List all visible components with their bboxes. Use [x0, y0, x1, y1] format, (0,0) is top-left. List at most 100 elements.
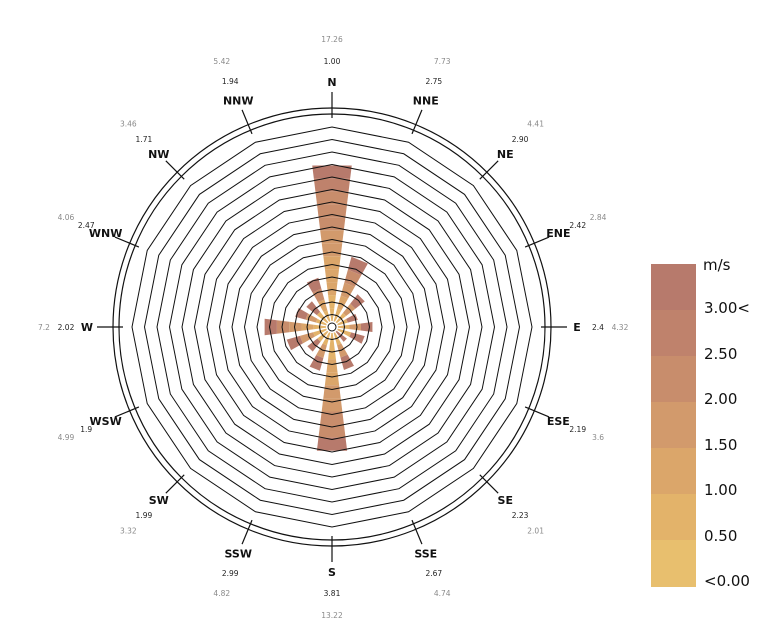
- petal-w-segment: [289, 321, 302, 333]
- direction-label-ssw: SSW: [225, 547, 252, 560]
- petal-se-segment: [335, 330, 347, 342]
- tick-nnw: [241, 109, 253, 135]
- ring-10: [206, 201, 458, 453]
- petal-ese-segment: [337, 328, 352, 337]
- petal-n-segment: [312, 165, 352, 179]
- petal-nnw-segment: [317, 299, 328, 312]
- outer-value-e: 4.32: [612, 323, 629, 332]
- petal-e-segment: [360, 322, 373, 332]
- inner-value-n: 1.00: [324, 57, 341, 66]
- legend-swatch: [651, 356, 696, 403]
- ring-13: [168, 163, 496, 491]
- direction-label-n: N: [327, 76, 336, 89]
- inner-value-nnw: 1.94: [222, 77, 239, 86]
- tick-wnw: [114, 236, 140, 248]
- petal-sse-segment: [337, 343, 348, 358]
- outer-value-se: 2.01: [527, 527, 544, 536]
- petal-s-segment: [318, 424, 346, 438]
- petal-n-segment: [318, 217, 346, 231]
- petal-n-segment: [320, 230, 344, 244]
- inner-value-ene: 2.42: [569, 221, 586, 230]
- ring-12: [181, 176, 483, 478]
- petal-wsw-segment: [313, 328, 327, 337]
- outer-value-w: 7.2: [38, 323, 50, 332]
- ring-6: [256, 251, 408, 403]
- direction-label-s: S: [328, 566, 336, 579]
- inner-value-ese: 2.19: [569, 425, 586, 434]
- outer-value-ne: 4.41: [527, 119, 544, 128]
- legend-label: 2.50: [704, 344, 738, 363]
- outer-value-s: 13.22: [321, 611, 343, 620]
- direction-label-nw: NW: [148, 148, 169, 161]
- petal-ene-segment: [346, 313, 358, 323]
- petal-ene-segment: [337, 318, 348, 326]
- petal-nne-segment: [333, 308, 342, 322]
- ring-5: [268, 263, 396, 391]
- petal-wsw-segment: [299, 332, 315, 344]
- direction-label-nnw: NNW: [223, 95, 254, 108]
- petal-ssw-segment: [322, 332, 331, 346]
- inner-value-ne: 2.90: [512, 135, 529, 144]
- petal-nw-segment: [316, 311, 329, 324]
- inner-value-sw: 1.99: [136, 511, 153, 520]
- inner-value-nw: 1.71: [136, 135, 153, 144]
- petal-nne-segment: [340, 282, 355, 299]
- legend-swatch: [651, 402, 696, 449]
- inner-value-e: 2.4: [592, 323, 604, 332]
- petal-s-segment: [328, 346, 336, 360]
- legend-swatch: [651, 310, 696, 357]
- petal-n-segment: [316, 204, 348, 218]
- petal-ne-segment: [350, 294, 365, 309]
- inner-value-sse: 2.67: [425, 569, 442, 578]
- petal-e-segment: [349, 323, 361, 331]
- tick-ssw: [241, 519, 253, 545]
- tick-se: [479, 474, 499, 494]
- legend-swatch: [651, 540, 696, 587]
- tick-ene: [524, 236, 550, 248]
- petal-w-segment: [276, 320, 290, 334]
- inner-value-se: 2.23: [512, 511, 529, 520]
- outer-value-ene: 2.84: [590, 213, 607, 222]
- ring-7: [243, 238, 421, 416]
- petal-n-segment: [313, 178, 351, 192]
- outer-value-sse: 4.74: [434, 589, 451, 598]
- outer-value-n: 17.26: [321, 35, 343, 44]
- legend-title: m/s: [703, 256, 731, 274]
- ring-3: [293, 288, 371, 366]
- petal-n-segment: [324, 269, 340, 283]
- ring-9: [218, 213, 446, 441]
- inner-value-ssw: 2.99: [222, 569, 239, 578]
- petal-e-segment: [337, 324, 350, 330]
- outer-value-ese: 3.6: [592, 433, 604, 442]
- legend-label: 0.50: [704, 526, 738, 545]
- legend-label: 2.00: [704, 390, 738, 408]
- center-marker: [327, 322, 337, 332]
- outer-value-nnw: 5.42: [213, 57, 230, 66]
- outer-value-nne: 7.73: [434, 57, 451, 66]
- petal-n-segment: [315, 191, 349, 205]
- ring-16: [131, 126, 533, 528]
- legend-label: 1.50: [704, 435, 738, 454]
- direction-label-se: SE: [498, 494, 513, 507]
- petal-s-segment: [320, 411, 344, 425]
- direction-label-ne: NE: [497, 148, 514, 161]
- petal-ne-segment: [343, 303, 356, 316]
- direction-label-wsw: WSW: [90, 415, 122, 428]
- tick-wsw: [114, 406, 140, 418]
- tick-sw: [165, 474, 185, 494]
- inner-value-wnw: 2.47: [78, 221, 95, 230]
- legend-swatch: [651, 448, 696, 495]
- inner-value-nne: 2.75: [425, 77, 442, 86]
- tick-ne: [479, 160, 499, 180]
- inner-value-wsw: 1.9: [80, 425, 92, 434]
- ring-4: [281, 276, 383, 378]
- direction-label-sw: SW: [149, 494, 169, 507]
- direction-label-sse: SSE: [414, 547, 437, 560]
- direction-label-wnw: WNW: [89, 227, 122, 240]
- petal-sw-segment: [307, 338, 321, 352]
- legend-swatch: [651, 494, 696, 541]
- petal-n-segment: [323, 256, 341, 270]
- petal-n-segment: [321, 243, 343, 257]
